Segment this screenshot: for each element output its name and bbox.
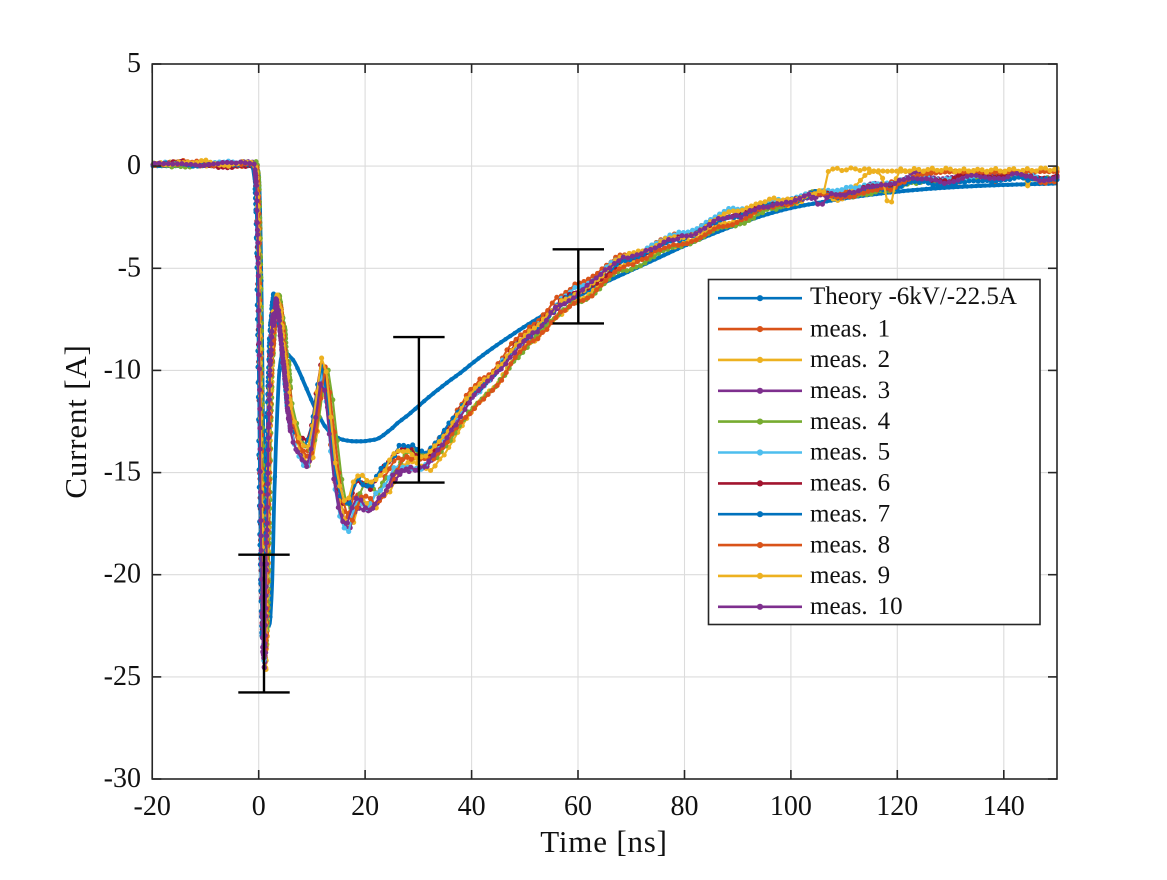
svg-text:meas.2: meas. 2	[810, 346, 890, 373]
svg-text:meas.4: meas. 4	[810, 408, 891, 435]
svg-text:Theory -6kV/-22.5A: Theory -6kV/-22.5A	[810, 283, 1017, 310]
svg-text:5: 5	[127, 48, 141, 79]
svg-text:80: 80	[671, 791, 699, 822]
svg-text:-20: -20	[134, 791, 171, 822]
svg-text:0: 0	[127, 150, 141, 181]
svg-text:meas.7: meas. 7	[810, 500, 890, 527]
svg-text:meas.8: meas. 8	[810, 531, 890, 558]
svg-text:meas.6: meas. 6	[810, 470, 890, 497]
svg-text:-5: -5	[118, 252, 141, 283]
svg-text:Current [A]: Current [A]	[58, 344, 93, 498]
svg-text:meas.9: meas. 9	[810, 562, 890, 589]
svg-text:meas.3: meas. 3	[810, 377, 890, 404]
svg-text:-10: -10	[104, 354, 141, 385]
svg-text:-25: -25	[104, 661, 141, 692]
svg-text:Time [ns]: Time [ns]	[540, 824, 668, 859]
svg-text:20: 20	[351, 791, 379, 822]
svg-text:meas.5: meas. 5	[810, 439, 890, 466]
svg-text:100: 100	[770, 791, 812, 822]
svg-text:meas.1: meas. 1	[810, 315, 890, 342]
svg-text:60: 60	[564, 791, 592, 822]
svg-text:40: 40	[458, 791, 486, 822]
svg-text:-30: -30	[104, 763, 141, 794]
svg-text:meas.10: meas. 10	[810, 593, 903, 620]
svg-text:140: 140	[983, 791, 1025, 822]
svg-text:-20: -20	[104, 559, 141, 590]
svg-text:-15: -15	[104, 457, 141, 488]
svg-text:0: 0	[252, 791, 266, 822]
svg-text:120: 120	[876, 791, 918, 822]
